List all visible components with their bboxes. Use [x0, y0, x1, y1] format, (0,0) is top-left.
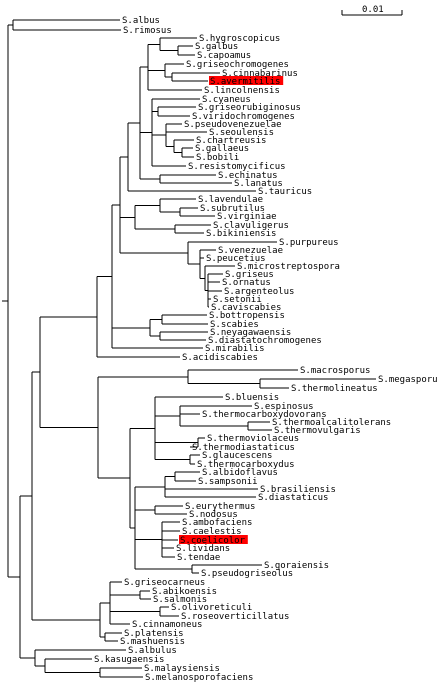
leaf-label: S.gallaeus: [195, 144, 249, 154]
leaf-label: S.thermocarboxydus: [197, 460, 295, 470]
leaf-label: S.malaysiensis: [144, 664, 220, 674]
leaf-label: S.subrutilus: [200, 204, 265, 214]
leaf-label: S.bottropensis: [209, 311, 285, 321]
leaf-label: S.thermovulgaris: [274, 426, 361, 436]
leaf-label: S.clavuligerus: [213, 221, 289, 231]
leaf-label: S.bluensis: [225, 393, 279, 403]
leaf-label: S.galbus: [195, 42, 238, 52]
leaf-label: S.coelicolor: [180, 536, 246, 546]
leaf-label: S.caelestis: [182, 527, 242, 537]
leaf-label: S.microstreptospora: [237, 262, 340, 272]
leaf-label: S.lividans: [176, 544, 230, 554]
highlight-box: [209, 76, 284, 85]
leaf-label: S.thermodiastaticus: [192, 443, 295, 453]
leaf-label: S.griseorubiginosus: [198, 103, 301, 113]
leaf-label: S.scabies: [210, 320, 259, 330]
leaf-label: S.diastatochromogenes: [208, 336, 322, 346]
leaf-label: S.resistomycificus: [188, 162, 286, 172]
leaf-label: S.albus: [122, 16, 160, 26]
leaf-label: S.albulus: [128, 646, 177, 656]
leaf-label: S.hygroscopicus: [199, 34, 280, 44]
leaf-label: S.cyaneus: [202, 95, 251, 105]
leaf-label: S.eurythermus: [185, 502, 255, 512]
leaf-label: S.ornatus: [222, 278, 271, 288]
leaf-label: S.cinnamoneus: [132, 620, 202, 630]
leaf-label: S.griseus: [225, 270, 274, 280]
leaf-label: S.ambofaciens: [182, 518, 252, 528]
highlight-box: [179, 535, 248, 544]
leaf-label: S.neyagawaensis: [210, 328, 291, 338]
leaf-label: S.peucetius: [206, 254, 266, 264]
leaf-label: S.virginiae: [217, 212, 277, 222]
leaf-label: S.chartreusis: [196, 136, 266, 146]
leaf-label: S.viridochromogenes: [192, 112, 295, 122]
leaf-label: S.abikoensis: [152, 587, 217, 597]
leaf-label: S.goraiensis: [264, 561, 329, 571]
leaf-label: S.melanosporofaciens: [145, 673, 253, 683]
leaf-label: S.thermoalcalitolerans: [272, 418, 391, 428]
leaf-label: S.glaucescens: [202, 451, 272, 461]
leaf-label: S.thermolineatus: [291, 384, 378, 394]
leaf-label: S.lincolnensis: [204, 86, 280, 96]
leaf-label: S.caviscabies: [211, 303, 281, 313]
leaf-label: S.sampsonii: [198, 477, 258, 487]
leaf-label: S.setonii: [213, 295, 262, 305]
leaf-label: S.thermocarboxydovorans: [202, 410, 327, 420]
leaf-label: S.pseudogriseolus: [201, 569, 293, 579]
leaf-label: S.tauricus: [258, 187, 312, 197]
leaf-label: S.griseocarneus: [124, 578, 205, 588]
leaf-label: S.pseudovenezuelae: [184, 120, 282, 130]
leaf-label: S.espinosus: [254, 402, 314, 412]
leaf-label: S.purpureus: [279, 238, 339, 248]
leaf-label: S.avermitilis: [210, 77, 280, 87]
scale-bar-label: 0.01: [362, 5, 384, 15]
tree-branches: [2, 19, 376, 678]
leaf-label: S.bobili: [196, 153, 239, 163]
leaf-label: S.macrosporus: [300, 366, 370, 376]
leaf-label: S.thermoviolaceus: [207, 434, 299, 444]
leaf-label: S.olivoreticuli: [171, 603, 252, 613]
leaf-label: S.acidiscabies: [182, 353, 258, 363]
leaf-label: S.tendae: [177, 553, 220, 563]
leaf-label: S.kasugaensis: [94, 655, 164, 665]
leaf-label: S.griseochromogenes: [186, 60, 289, 70]
leaf-label: S.echinatus: [218, 171, 278, 181]
leaf-label: S.salmonis: [153, 595, 207, 605]
leaf-label: S.megasporus: [378, 375, 437, 385]
tree-labels: S.albusS.rimosusS.hygroscopicusS.galbusS…: [94, 16, 437, 683]
leaf-label: S.mirabilis: [205, 344, 265, 354]
leaf-label: S.lavendulae: [198, 195, 263, 205]
leaf-label: S.platensis: [124, 629, 184, 639]
leaf-label: S.lanatus: [234, 179, 283, 189]
leaf-label: S.rimosus: [123, 26, 172, 36]
leaf-label: S.mashuensis: [120, 637, 185, 647]
leaf-label: S.bikiniensis: [206, 229, 276, 239]
leaf-label: S.roseoverticillatus: [181, 612, 289, 622]
leaf-label: S.albidoflavus: [202, 468, 278, 478]
leaf-label: S.cinnabarinus: [222, 69, 298, 79]
leaf-label: S.brasiliensis: [260, 485, 336, 495]
leaf-label: S.diastaticus: [258, 493, 328, 503]
leaf-label: S.nodosus: [189, 510, 238, 520]
leaf-label: S.seoulensis: [209, 128, 274, 138]
leaf-label: S.argenteolus: [224, 287, 294, 297]
scale-bar: 0.01: [341, 5, 403, 16]
leaf-label: S.capoamus: [197, 51, 251, 61]
leaf-label: S.venezuelae: [218, 246, 283, 256]
